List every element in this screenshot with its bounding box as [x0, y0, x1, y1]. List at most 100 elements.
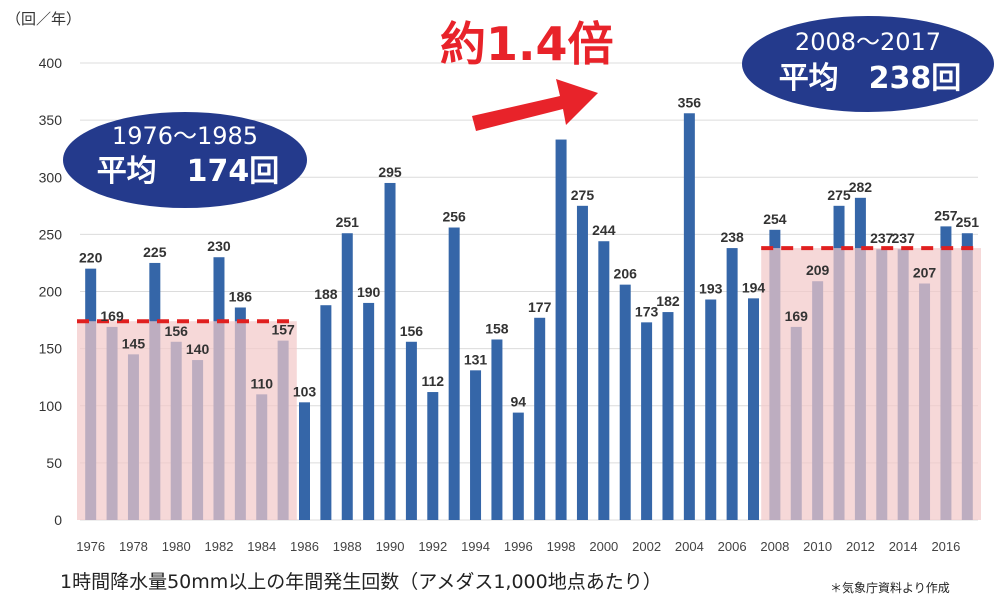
data-label-1996: 94 [511, 394, 527, 410]
increase-arrow [472, 79, 598, 131]
bar-1999 [576, 205, 588, 520]
data-label-1979: 225 [143, 244, 167, 260]
period-range-label: 1976～1985 [112, 122, 258, 150]
bar-2003 [662, 312, 674, 520]
data-label-2008: 254 [763, 211, 787, 227]
data-label-1995: 158 [485, 320, 509, 336]
x-tick-label: 2006 [718, 539, 747, 554]
x-tick-label: 1984 [247, 539, 276, 554]
data-label-2014: 237 [891, 230, 915, 246]
data-label-1997: 177 [528, 299, 552, 315]
bar-1996 [512, 412, 524, 520]
x-tick-label: 1996 [504, 539, 533, 554]
x-tick-label: 2002 [632, 539, 661, 554]
period-average-label: 平均 174回 [97, 154, 280, 189]
bar-1991 [405, 341, 417, 520]
x-tick-label: 2008 [760, 539, 789, 554]
x-tick-label: 1994 [461, 539, 490, 554]
data-label-1990: 295 [378, 164, 402, 180]
data-label-1984: 110 [250, 375, 273, 391]
chart-caption: 1時間降水量50mm以上の年間発生回数（アメダス1,000地点あたり） [60, 571, 662, 593]
period-average-label: 平均 238回 [779, 61, 962, 96]
data-label-2005: 193 [699, 280, 723, 296]
data-label-2016: 257 [934, 207, 958, 223]
data-label-1988: 251 [336, 214, 360, 230]
x-tick-label: 1976 [76, 539, 105, 554]
x-tick-label: 1992 [418, 539, 447, 554]
data-label-1982: 230 [207, 238, 231, 254]
data-label-1983: 186 [229, 288, 253, 304]
bar-1990 [384, 182, 396, 520]
y-tick-label: 250 [39, 226, 63, 242]
data-label-1976: 220 [79, 250, 103, 266]
x-tick-label: 1982 [205, 539, 234, 554]
bar-1987 [320, 305, 332, 520]
data-label-1981: 140 [186, 341, 210, 357]
data-label-1991: 156 [400, 323, 424, 339]
y-tick-label: 100 [39, 398, 63, 414]
bar-2005 [705, 299, 717, 520]
bar-2002 [641, 322, 653, 520]
data-label-1985: 157 [271, 322, 295, 338]
data-label-2013: 237 [870, 230, 894, 246]
x-tick-label: 2000 [589, 539, 618, 554]
data-label-2011: 275 [827, 187, 851, 203]
data-label-2000: 244 [592, 222, 616, 238]
data-label-2017: 251 [956, 214, 980, 230]
x-tick-label: 2014 [889, 539, 918, 554]
period-range-label: 2008～2017 [795, 28, 941, 56]
data-label-1992: 112 [421, 373, 444, 389]
data-label-1993: 256 [442, 209, 466, 225]
x-tick-label: 2016 [931, 539, 960, 554]
bar-1998 [555, 139, 567, 521]
bar-1986 [299, 402, 310, 520]
period-bubble-2008-2017: 2008～2017 平均 238回 [742, 16, 994, 112]
bar-2004 [683, 113, 695, 521]
period-shade-overlays [77, 248, 981, 520]
x-tick-label: 1986 [290, 539, 319, 554]
x-tick-label: 2010 [803, 539, 832, 554]
x-tick-label: 1998 [547, 539, 576, 554]
bar-2007 [748, 298, 759, 520]
data-label-2007: 194 [742, 279, 766, 295]
bar-1993 [448, 227, 460, 520]
increase-headline: 約1.4倍 [440, 17, 614, 71]
data-label-2012: 282 [849, 179, 873, 195]
x-tick-label: 1980 [162, 539, 191, 554]
data-labels: 220 169 145 225 156 140 230 186 110 157 103 188 251 1… [79, 94, 979, 409]
y-tick-label: 400 [39, 55, 63, 71]
y-tick-label: 300 [39, 169, 63, 185]
data-label-1986: 103 [293, 383, 317, 399]
bar-1988 [341, 233, 353, 521]
bar-2001 [619, 284, 631, 520]
period-shade [77, 321, 297, 520]
bar-1994 [470, 370, 482, 520]
data-label-2004: 356 [678, 94, 702, 110]
x-tick-label: 1988 [333, 539, 362, 554]
data-label-1987: 188 [314, 286, 338, 302]
data-label-2006: 238 [720, 229, 744, 245]
source-note: ＊気象庁資料より作成 [830, 580, 950, 595]
data-label-1999: 275 [571, 187, 595, 203]
x-tick-label: 1990 [376, 539, 405, 554]
data-label-1989: 190 [357, 284, 381, 300]
bar-1992 [427, 392, 439, 520]
data-label-2002: 173 [635, 303, 659, 319]
x-tick-label: 1978 [119, 539, 148, 554]
data-label-1980: 156 [165, 323, 189, 339]
data-label-2015: 207 [913, 265, 937, 281]
data-label-2010: 209 [806, 262, 830, 278]
bar-2006 [726, 248, 738, 520]
period-shade [761, 248, 981, 520]
data-label-2001: 206 [614, 266, 638, 282]
bar-1995 [491, 339, 503, 520]
y-tick-label: 350 [39, 112, 63, 128]
data-label-1977: 169 [100, 308, 124, 324]
data-label-2009: 169 [785, 308, 809, 324]
data-label-2003: 182 [656, 293, 680, 309]
y-tick-label: 50 [46, 455, 62, 471]
data-label-1978: 145 [122, 335, 146, 351]
y-tick-label: 150 [39, 341, 63, 357]
y-tick-label: 0 [54, 512, 62, 528]
